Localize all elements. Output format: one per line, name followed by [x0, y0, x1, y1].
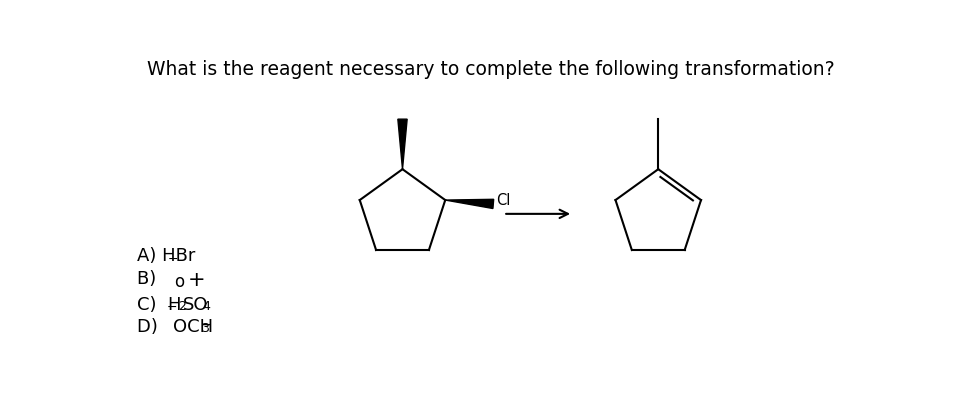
Text: −: − [167, 301, 177, 314]
Text: 2: 2 [178, 300, 186, 313]
Text: C): C) [137, 296, 162, 314]
Text: 4: 4 [203, 300, 211, 313]
Text: 3: 3 [201, 321, 209, 335]
Text: What is the reagent necessary to complete the following transformation?: What is the reagent necessary to complet… [146, 60, 835, 79]
Text: o: o [174, 273, 184, 291]
Text: A) HBr: A) HBr [137, 247, 195, 265]
Text: Cl: Cl [497, 193, 511, 208]
Polygon shape [445, 199, 494, 209]
Text: B): B) [137, 270, 162, 288]
Polygon shape [398, 119, 407, 169]
Text: SO: SO [183, 296, 209, 314]
Text: OCH: OCH [173, 318, 213, 336]
Text: D): D) [137, 318, 164, 336]
Text: +: + [188, 270, 206, 290]
Text: H: H [167, 296, 181, 314]
Text: −: − [167, 253, 178, 266]
